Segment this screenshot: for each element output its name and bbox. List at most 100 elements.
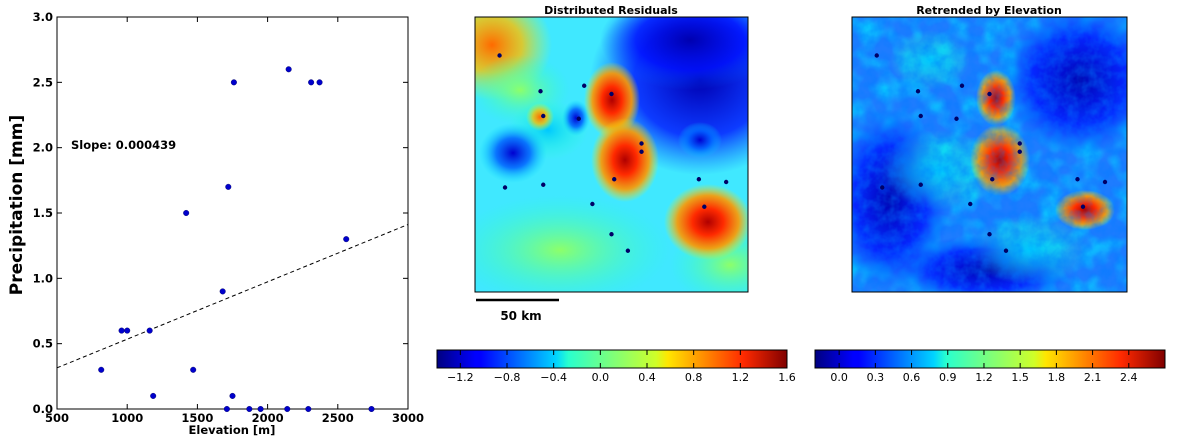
x-axis-label: Elevation [m] bbox=[189, 423, 276, 437]
y-tick-label: 3.0 bbox=[33, 10, 53, 24]
station-marker bbox=[576, 116, 581, 121]
x-tick-label: 500 bbox=[45, 411, 69, 425]
y-axis-ticks: 0.0 0.5 1.0 1.5 2.0 2.5 3.0 bbox=[33, 10, 408, 416]
station-marker bbox=[1080, 204, 1086, 209]
station-marker bbox=[502, 185, 508, 190]
y-tick-label: 0.0 bbox=[33, 402, 53, 416]
y-axis-label: Precipitation [mm] bbox=[7, 115, 27, 296]
station-marker bbox=[639, 141, 644, 146]
colorbar-tick-label: 2.4 bbox=[1120, 371, 1138, 384]
data-point bbox=[305, 406, 312, 413]
scatter-plot: 0.0 0.5 1.0 1.5 2.0 2.5 3.0 500 1000 1500 2000 250… bbox=[7, 10, 424, 437]
station-marker bbox=[538, 89, 543, 94]
station-marker bbox=[987, 91, 992, 97]
station-marker bbox=[612, 177, 617, 182]
station-marker bbox=[954, 116, 959, 121]
colorbar-tick-label: 0.0 bbox=[592, 371, 610, 384]
station-marker bbox=[987, 232, 992, 237]
colorbar-tick-label: 0.3 bbox=[867, 371, 885, 384]
y-tick-label: 0.5 bbox=[33, 337, 53, 351]
station-marker bbox=[959, 83, 965, 88]
data-point bbox=[230, 79, 237, 86]
colorbar-tick-label: 0.9 bbox=[939, 371, 957, 384]
colorbar-tick-label: −1.2 bbox=[447, 371, 474, 384]
data-point bbox=[219, 288, 226, 295]
station-marker bbox=[1003, 248, 1009, 253]
x-tick-label: 1000 bbox=[111, 411, 143, 425]
data-point bbox=[308, 79, 315, 86]
station-marker bbox=[696, 177, 702, 182]
colorbar-ticks: 0.0 0.3 0.6 0.9 1.2 1.5 1.8 2.1 2.4 bbox=[830, 350, 1138, 384]
data-point bbox=[118, 327, 125, 334]
plot-area bbox=[56, 16, 409, 410]
data-point bbox=[124, 327, 131, 334]
colorbar-tick-label: 0.4 bbox=[638, 371, 656, 384]
data-point bbox=[229, 392, 236, 399]
colorbar-ticks: −1.2 −0.8 −0.4 0.0 0.4 0.8 1.2 1.6 bbox=[447, 350, 796, 384]
data-point bbox=[257, 406, 264, 413]
x-axis-ticks: 500 1000 1500 2000 2500 3000 bbox=[45, 17, 424, 425]
data-point bbox=[343, 236, 350, 243]
colorbar-tick-label: 2.1 bbox=[1084, 371, 1102, 384]
scale-bar-label: 50 km bbox=[500, 309, 541, 323]
trend-line bbox=[56, 224, 409, 369]
station-markers bbox=[497, 53, 729, 253]
y-tick-label: 2.5 bbox=[33, 75, 53, 89]
station-marker bbox=[1075, 177, 1080, 182]
data-point bbox=[150, 392, 157, 399]
y-tick-label: 1.5 bbox=[33, 206, 53, 220]
slope-annotation: Slope: 0.000439 bbox=[71, 138, 176, 152]
station-marker bbox=[702, 204, 707, 209]
station-marker bbox=[880, 185, 885, 190]
data-point bbox=[246, 406, 253, 413]
colorbar-tick-label: 1.8 bbox=[1048, 371, 1066, 384]
colorbar-tick-label: 0.6 bbox=[903, 371, 921, 384]
station-marker bbox=[874, 53, 879, 58]
residuals-map-title: Distributed Residuals bbox=[544, 4, 678, 17]
station-marker bbox=[639, 149, 644, 154]
station-marker bbox=[541, 113, 546, 119]
data-point bbox=[316, 79, 323, 86]
station-marker bbox=[609, 232, 614, 237]
retrended-map: Retrended by Elevation bbox=[851, 4, 1128, 293]
x-tick-label: 3000 bbox=[392, 411, 424, 425]
colorbar-tick-label: 1.2 bbox=[732, 371, 750, 384]
y-tick-label: 2.0 bbox=[33, 141, 53, 155]
station-marker bbox=[915, 89, 921, 94]
station-marker bbox=[541, 182, 546, 187]
station-markers bbox=[874, 53, 1108, 253]
station-marker bbox=[918, 113, 923, 119]
x-tick-label: 2000 bbox=[252, 411, 284, 425]
colorbar-tick-label: 1.2 bbox=[975, 371, 993, 384]
station-marker bbox=[609, 91, 614, 97]
station-marker bbox=[497, 53, 502, 58]
station-marker bbox=[990, 177, 995, 182]
data-point bbox=[285, 66, 292, 73]
station-marker bbox=[1017, 149, 1022, 154]
data-point bbox=[284, 406, 291, 413]
data-point bbox=[183, 209, 190, 216]
station-marker bbox=[582, 83, 587, 88]
station-marker bbox=[1017, 141, 1022, 146]
retrended-colorbar: 0.0 0.3 0.6 0.9 1.2 1.5 1.8 2.1 2.4 bbox=[814, 349, 1166, 384]
residuals-heatmap bbox=[475, 17, 748, 292]
retrended-map-title: Retrended by Elevation bbox=[916, 4, 1062, 17]
colorbar-tick-label: 1.5 bbox=[1011, 371, 1029, 384]
data-point bbox=[98, 366, 105, 373]
station-marker bbox=[723, 179, 729, 185]
colorbar-tick-label: 1.6 bbox=[778, 371, 796, 384]
retrended-heatmap bbox=[852, 17, 1127, 292]
data-points bbox=[98, 66, 375, 413]
colorbar-tick-label: −0.8 bbox=[494, 371, 521, 384]
x-tick-label: 1500 bbox=[181, 411, 213, 425]
data-point bbox=[146, 327, 153, 334]
colorbar-tick-label: 0.0 bbox=[830, 371, 848, 384]
residuals-colorbar: −1.2 −0.8 −0.4 0.0 0.4 0.8 1.2 1.6 bbox=[436, 349, 796, 384]
colorbar-tick-label: −0.4 bbox=[540, 371, 567, 384]
data-point bbox=[190, 366, 197, 373]
data-point bbox=[368, 406, 375, 413]
station-marker bbox=[968, 201, 973, 207]
residuals-map: Distributed Residuals 50 bbox=[474, 4, 749, 323]
station-marker bbox=[625, 248, 631, 253]
